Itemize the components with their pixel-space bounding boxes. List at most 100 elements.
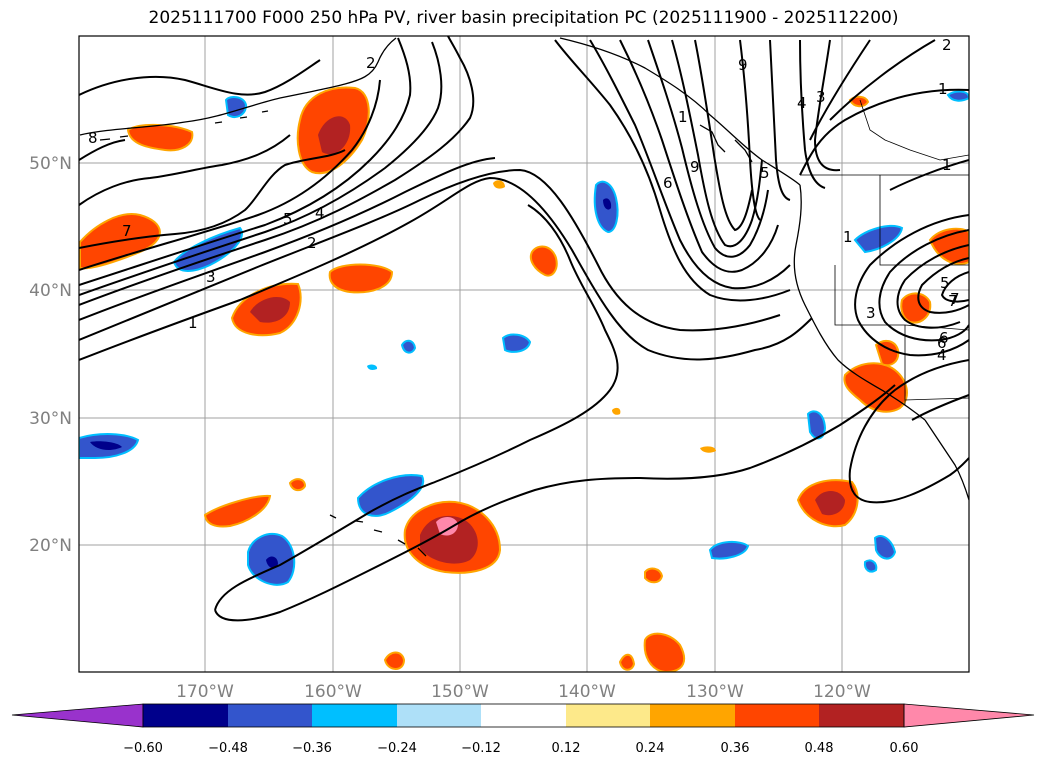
pv-label: 8 [88, 129, 98, 147]
colorbar-segment [819, 704, 904, 727]
pv-contour-line [694, 39, 753, 232]
pv-contour-line [79, 37, 412, 286]
pv-contour-line [79, 79, 381, 271]
precip-positive-area [700, 446, 716, 453]
precip-negative-area [806, 410, 827, 440]
precip-positive-area [644, 567, 664, 584]
precip-negative-area [873, 534, 897, 560]
map-background [79, 36, 969, 672]
precip-negative-area [853, 224, 904, 254]
coastline-alaska [79, 37, 397, 136]
pv-label: 4 [315, 204, 325, 222]
pv-contour-line [214, 204, 619, 611]
precip-strong-area [318, 116, 351, 155]
pv-label: 1 [942, 156, 952, 174]
precip-positive-area [529, 245, 558, 277]
map-title: 2025111700 F000 250 hPa PV, river basin … [148, 8, 899, 28]
pv-contour-labels: 1 2 3 4 5 6 7 8 9 1 2 3 4 5 6 7 9 1 3 4 … [88, 36, 960, 364]
pv-label: 6 [939, 329, 949, 347]
pv-contour-line [940, 271, 969, 303]
colorbar-segment [566, 704, 650, 727]
pv-label: 4 [797, 94, 807, 112]
pv-contour-line [911, 394, 969, 421]
colorbar-tick-label: 0.60 [890, 741, 919, 756]
precip-negative-area [708, 540, 750, 560]
lon-label: 120°W [813, 682, 871, 702]
colorbar-segment [312, 704, 397, 727]
pv-contour-line [647, 39, 769, 258]
precip-negative-area [367, 364, 378, 370]
pv-label: 7 [948, 292, 958, 310]
pv-contours [79, 36, 969, 622]
colorbar-extend-high [903, 703, 1035, 728]
pv-contour-line [79, 41, 443, 296]
precip-strong-negative [90, 441, 122, 450]
coastline-us-west [793, 184, 926, 421]
precip-positive-area [288, 478, 307, 492]
precip-negative-area [501, 333, 532, 353]
lat-label: 40°N [29, 281, 72, 301]
pv-contour-line [854, 214, 969, 357]
colorbar-segment [397, 704, 481, 727]
pv-label: 1 [938, 80, 948, 98]
pv-contour-line [619, 39, 779, 273]
pv-contour-line [739, 39, 761, 221]
colorbar-extend-low [11, 703, 144, 728]
precip-positive-area [493, 180, 505, 189]
colorbar-tick-label: 0.48 [805, 741, 834, 756]
colorbar-tick-label: 0.36 [721, 741, 750, 756]
precip-positive-area [618, 653, 636, 671]
pv-contour-line [589, 39, 791, 290]
precip-positive-area [383, 651, 406, 670]
colorbar: −0.60 −0.48 −0.36 −0.24 −0.12 0.12 0.24 … [11, 703, 1035, 756]
precip-positive-area [126, 123, 194, 152]
lon-label: 130°W [686, 682, 744, 702]
colorbar-tick-label: −0.24 [377, 741, 417, 756]
pv-contour-line [214, 384, 896, 622]
coastline-hawaii [329, 514, 427, 557]
pv-contour-line [79, 134, 291, 206]
pv-contour-line [809, 39, 871, 141]
lon-label: 170°W [176, 682, 234, 702]
precip-strong-area [420, 515, 478, 564]
coastline-aleutians [99, 110, 269, 141]
precip-positive-area [612, 407, 621, 415]
precip-strong-negative [266, 556, 278, 569]
precip-negative-area [224, 96, 248, 118]
colorbar-outline [142, 703, 905, 728]
pv-contour-line [769, 39, 791, 201]
pv-label: 7 [950, 290, 960, 308]
precip-negative-area [946, 90, 969, 102]
pv-label: 5 [283, 210, 293, 228]
pv-contour-line [829, 39, 936, 121]
lon-label: 140°W [558, 682, 616, 702]
pv-label: 6 [937, 334, 947, 352]
pv-contour-line [79, 36, 475, 306]
coastline-baja [924, 419, 969, 501]
pv-label: 7 [122, 222, 132, 240]
map-panel: 1 2 3 4 5 6 7 8 9 1 2 3 4 5 6 7 9 1 3 4 … [79, 36, 969, 672]
pv-contour-line [896, 244, 969, 329]
pv-contour-line [848, 359, 969, 504]
colorbar-tick-label: −0.36 [292, 741, 332, 756]
colorbar-segment [228, 704, 312, 727]
pv-label: 9 [738, 56, 748, 74]
pv-contour-line [79, 139, 126, 161]
pv-contour-line [813, 39, 841, 172]
pv-contour-line [79, 149, 346, 249]
colorbar-tick-label: 0.24 [636, 741, 665, 756]
precip-strong-negative [603, 198, 612, 210]
lon-label: 150°W [431, 682, 489, 702]
pv-label: 9 [690, 158, 700, 176]
pv-label: 4 [937, 346, 947, 364]
border-states-1 [879, 175, 969, 266]
pv-label: 3 [206, 268, 216, 286]
pv-label: 3 [866, 304, 876, 322]
precip-negative-area [172, 226, 243, 272]
border-canada-provinces [859, 99, 969, 161]
precip-positive-area [900, 292, 932, 324]
colorbar-tick-label: −0.60 [123, 741, 163, 756]
colorbar-tick-label: −0.12 [461, 741, 501, 756]
pv-contour-line [79, 59, 321, 96]
pv-label: 2 [307, 234, 317, 252]
